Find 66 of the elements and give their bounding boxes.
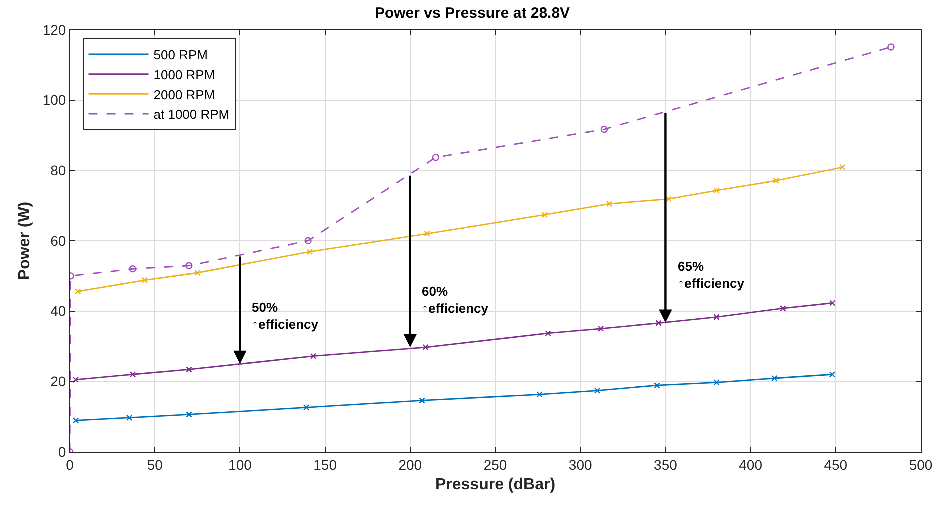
point [304, 237, 312, 245]
point [666, 196, 672, 202]
point [72, 418, 80, 424]
x-tick-label: 350 [654, 456, 678, 473]
point [714, 380, 720, 386]
point [130, 372, 136, 378]
point [303, 404, 310, 411]
x-tick-label: 150 [314, 456, 338, 473]
annotation: 65% ↑efficiency [678, 259, 746, 291]
point [74, 288, 82, 295]
point [129, 266, 137, 273]
point [310, 353, 316, 360]
point [780, 305, 786, 312]
point [536, 392, 543, 398]
point [424, 230, 431, 238]
point [888, 44, 895, 51]
point [714, 188, 720, 194]
chart-title: Power vs Pressure at 28.8V [374, 5, 570, 22]
point [714, 314, 720, 320]
point [419, 398, 426, 404]
point [606, 200, 613, 208]
legend-label: at 1000 RPM [154, 107, 230, 122]
legend-label: 500 RPM [154, 47, 208, 62]
y-axis-title: Power (W) [16, 202, 34, 280]
point [72, 376, 80, 384]
point [829, 372, 836, 378]
point [840, 164, 846, 171]
point [432, 154, 440, 162]
x-tick-label: 500 [909, 456, 933, 473]
x-tick-label: 250 [484, 456, 508, 473]
point [545, 330, 552, 337]
point [186, 412, 192, 418]
point [772, 375, 778, 382]
annotation: 50% ↑efficiency [252, 300, 320, 332]
x-tick-label: 300 [568, 456, 592, 473]
point [654, 382, 660, 389]
point [186, 366, 192, 373]
y-tick-label: 80 [50, 162, 66, 179]
y-tick-label: 0 [58, 444, 66, 460]
y-tick-label: 120 [42, 22, 66, 38]
y-tick-label: 100 [42, 92, 66, 108]
point [656, 320, 662, 326]
annotation: 60% ↑efficiency [422, 284, 490, 316]
x-tick-label: 100 [228, 456, 252, 473]
point [600, 126, 608, 134]
point [306, 248, 314, 255]
legend-label: 1000 RPM [154, 67, 216, 82]
point [126, 414, 133, 421]
point [542, 212, 548, 218]
y-tick-label: 40 [50, 303, 66, 320]
x-tick-label: 400 [739, 456, 763, 473]
legend-label: 2000 RPM [154, 87, 216, 102]
y-tick-label: 20 [50, 374, 66, 390]
x-tick-label: 50 [147, 456, 164, 473]
point [142, 277, 148, 284]
x-tick-label: 450 [824, 456, 848, 473]
y-tick-label: 60 [50, 232, 66, 249]
x-tick-label: 200 [398, 456, 422, 473]
point [594, 388, 601, 394]
point [194, 270, 201, 276]
point [422, 344, 429, 351]
point [829, 300, 836, 306]
point [773, 178, 780, 184]
x-axis-title: Pressure (dBar) [435, 476, 556, 494]
point [186, 262, 193, 270]
point [598, 326, 604, 332]
